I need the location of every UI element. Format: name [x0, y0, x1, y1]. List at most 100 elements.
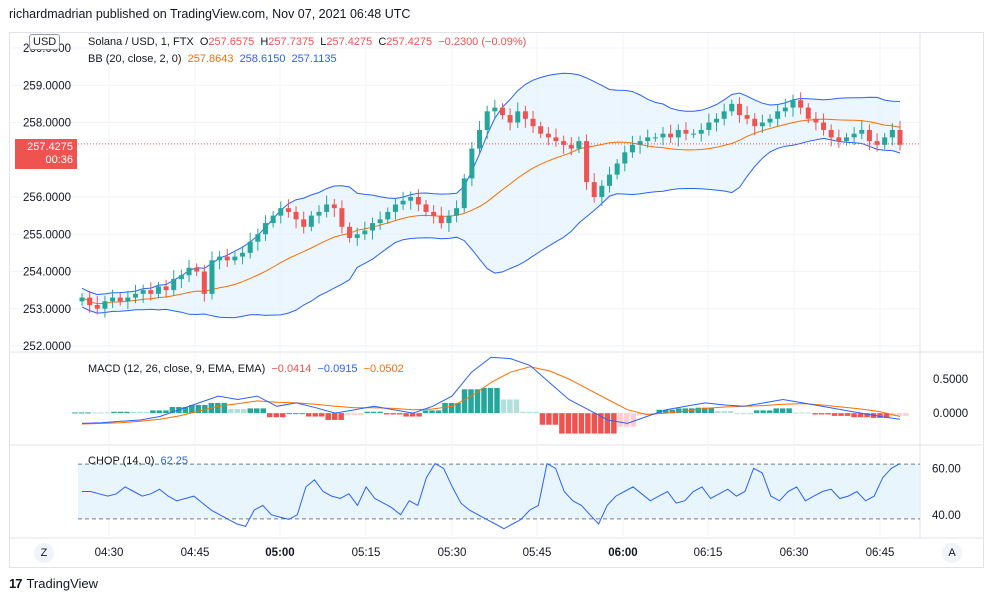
candle-body — [591, 182, 597, 197]
bb-upper-value: 258.6150 — [239, 53, 286, 65]
bb-legend[interactable]: BB (20, close, 2, 0) 257.8643 258.6150 2… — [88, 53, 340, 65]
auto-scale-button[interactable]: A — [942, 543, 962, 563]
close-label: C — [378, 36, 387, 48]
main-legend[interactable]: Solana / USD, 1, FTX O257.6575 H257.7375… — [88, 36, 529, 48]
macd-histogram-bar — [539, 413, 546, 425]
zoom-reset-button[interactable]: Z — [34, 543, 54, 563]
macd-histogram-bar — [156, 410, 163, 414]
bb-basis-line — [81, 118, 901, 305]
macd-histogram-bar — [150, 410, 156, 414]
candle-body — [392, 204, 398, 212]
macd-tick-label: 0.5000 — [933, 374, 968, 386]
candle-body — [186, 267, 192, 276]
price-tick-label: 255.0000 — [23, 229, 71, 241]
macd-histogram-bar — [624, 413, 630, 427]
macd-histogram-bar — [409, 413, 416, 417]
macd-histogram-bar — [461, 389, 468, 414]
candle-body — [790, 100, 796, 108]
macd-histogram-bar — [370, 411, 377, 414]
time-tick-label: 05:15 — [352, 547, 381, 559]
macd-histogram-bar — [494, 387, 500, 414]
macd-histogram-bar — [721, 411, 727, 414]
candle-body — [798, 100, 804, 108]
tradingview-logo[interactable]: 17 TradingView — [9, 576, 98, 591]
candle-body — [492, 107, 498, 112]
macd-histogram-bar — [851, 413, 857, 418]
macd-histogram-bar — [111, 411, 117, 414]
candle-body — [308, 215, 314, 227]
macd-histogram-bar — [357, 413, 364, 416]
candle-body — [102, 301, 108, 309]
candle-body — [729, 103, 735, 112]
candle-body — [155, 286, 161, 294]
candle-body — [201, 271, 207, 294]
chop-value: 62.25 — [160, 455, 189, 467]
macd-histogram-bar — [546, 413, 552, 425]
macd-histogram-bar — [773, 408, 779, 414]
high-value: 257.7375 — [268, 36, 315, 48]
candle-body — [652, 137, 658, 139]
macd-histogram-bar — [792, 412, 799, 414]
macd-histogram-bar — [403, 413, 409, 417]
candle-body — [698, 129, 704, 134]
low-value: 257.4275 — [326, 36, 373, 48]
candle-body — [316, 211, 322, 216]
macd-histogram-bar — [331, 413, 338, 420]
chop-tick-label: 60.00 — [932, 463, 961, 475]
macd-histogram-bar — [221, 402, 228, 414]
candle-body — [759, 122, 765, 127]
macd-histogram-bar — [137, 411, 143, 414]
macd-histogram-bar — [727, 411, 734, 414]
macd-histogram-bar — [637, 413, 643, 416]
currency-badge[interactable]: USD — [29, 34, 61, 50]
candle-body — [645, 137, 651, 142]
macd-histogram-bar — [474, 389, 481, 414]
candle-body — [851, 133, 857, 138]
macd-histogram-bar — [78, 412, 85, 414]
macd-histogram-bar — [130, 411, 137, 414]
macd-histogram-bar — [182, 407, 189, 414]
candle-body — [668, 133, 674, 138]
macd-histogram-bar — [189, 404, 195, 414]
macd-histogram-bar — [585, 413, 591, 434]
candle-body — [125, 297, 131, 302]
candle-body — [499, 107, 505, 116]
candle-body — [744, 115, 750, 119]
chop-legend[interactable]: CHOP (14, 0) 62.25 — [88, 455, 191, 467]
time-tick-label: 05:45 — [523, 547, 552, 559]
candle-body — [362, 230, 368, 235]
candle-body — [836, 137, 842, 142]
candle-body — [415, 197, 421, 205]
macd-histogram-bar — [883, 413, 890, 418]
candle-body — [194, 267, 200, 272]
macd-histogram-bar — [701, 407, 708, 414]
candle-body — [469, 148, 475, 179]
price-tick-label: 254.0000 — [23, 267, 71, 279]
macd-histogram-bar — [273, 413, 280, 418]
last-price-tag: 257.4275 00:36 — [15, 139, 77, 169]
macd-legend[interactable]: MACD (12, 26, close, 9, EMA, EMA) −0.041… — [88, 363, 407, 375]
macd-histogram-bar — [487, 387, 494, 414]
macd-histogram-bar — [98, 412, 104, 414]
tradingview-brand: TradingView — [26, 576, 99, 591]
macd-histogram-bar — [416, 413, 422, 417]
price-tick-label: 258.0000 — [23, 118, 71, 130]
macd-histogram-bar — [831, 413, 838, 416]
macd-histogram-bar — [779, 408, 786, 414]
chop-label: CHOP (14, 0) — [88, 455, 155, 467]
candle-body — [805, 107, 811, 119]
candle-body — [454, 208, 460, 216]
candle-body — [889, 129, 895, 138]
chart-frame[interactable] — [9, 32, 984, 568]
publish-caption: richardmadrian published on TradingView.… — [9, 7, 411, 21]
price-tick-label: 253.0000 — [23, 304, 71, 316]
macd-histogram-bar — [507, 399, 513, 414]
macd-histogram-bar — [559, 413, 565, 434]
candle-body — [721, 111, 727, 119]
macd-line-value: −0.0915 — [317, 363, 358, 375]
macd-histogram-bar — [390, 413, 396, 415]
candle-body — [813, 118, 819, 123]
candle-body — [339, 208, 345, 227]
bb-basis-value: 257.8643 — [187, 53, 234, 65]
